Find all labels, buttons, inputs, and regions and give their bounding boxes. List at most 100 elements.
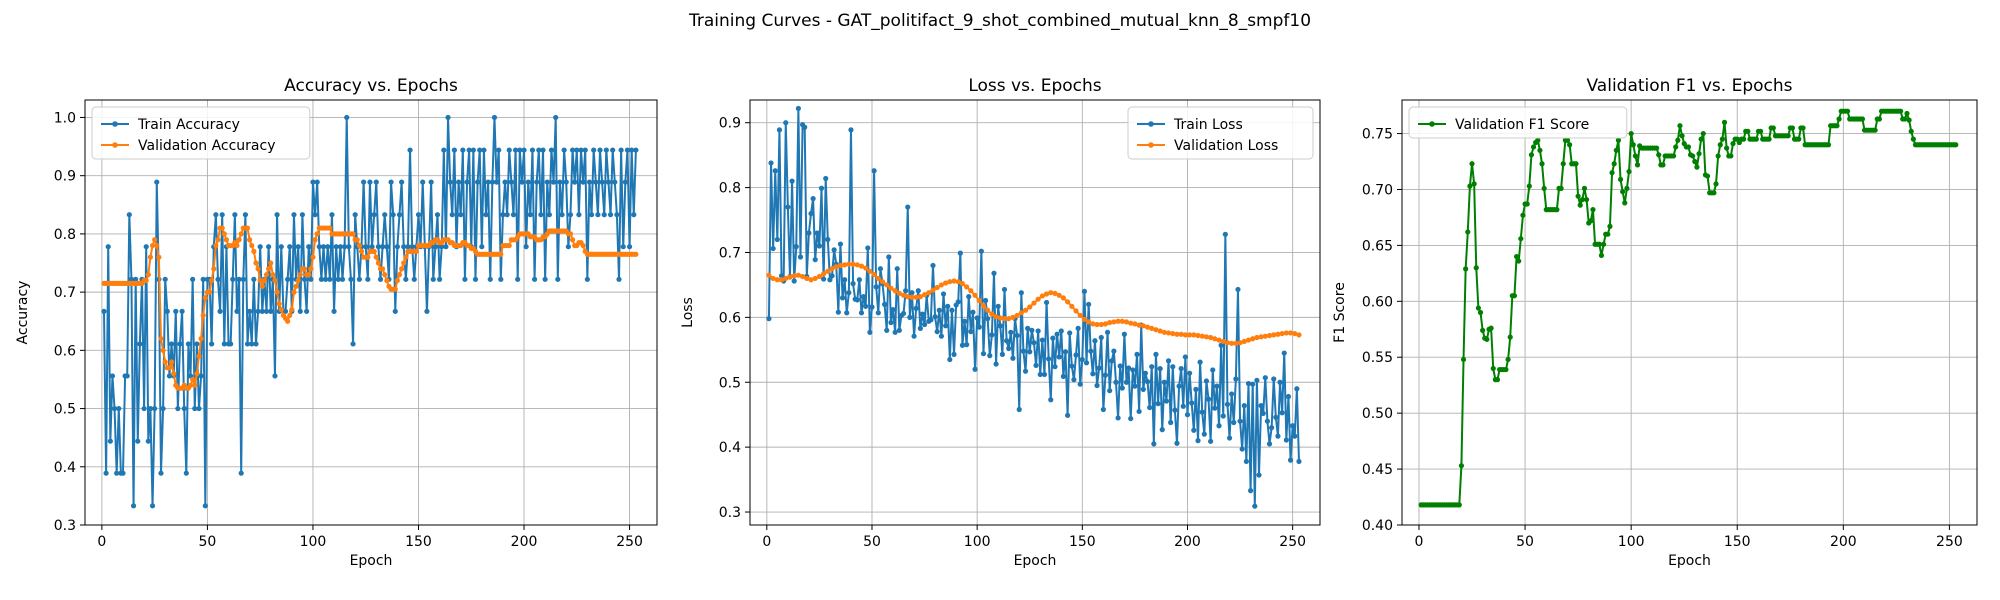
data-point <box>567 212 574 218</box>
data-point <box>304 308 310 314</box>
data-point <box>1035 296 1041 302</box>
data-point <box>1258 334 1264 340</box>
data-point <box>842 277 848 283</box>
data-point <box>289 306 295 313</box>
data-point <box>903 288 909 294</box>
data-point <box>206 289 213 295</box>
data-point <box>1615 137 1622 143</box>
data-point <box>523 244 529 250</box>
data-point <box>1241 338 1247 344</box>
data-point <box>437 276 443 282</box>
data-point <box>1016 406 1022 413</box>
data-point <box>1573 161 1579 167</box>
data-point <box>1480 327 1486 333</box>
data-point <box>209 277 215 284</box>
data-point <box>234 242 240 249</box>
data-point <box>1096 365 1102 371</box>
data-point <box>1243 458 1249 465</box>
data-point <box>1271 376 1277 382</box>
data-point <box>1505 356 1511 363</box>
data-point <box>1104 329 1111 335</box>
data-point <box>1031 300 1037 306</box>
data-point <box>1247 488 1254 494</box>
legend-entry-label: Validation Accuracy <box>138 138 276 154</box>
accuracy-chart: 0 50 100 150 200 250 0.3 0.4 0.5 0.6 0.7 0.8 0.9 1.0 A… <box>15 76 658 569</box>
data-point <box>356 276 362 282</box>
data-point <box>867 329 873 335</box>
data-point <box>867 268 873 274</box>
data-point <box>200 276 206 282</box>
data-point <box>1692 158 1698 165</box>
data-point <box>1022 307 1029 313</box>
data-point <box>160 347 166 353</box>
data-point <box>875 275 881 282</box>
data-point <box>276 301 282 307</box>
y-tick-label: 0.3 <box>54 518 76 534</box>
data-point <box>1254 377 1260 383</box>
data-point <box>202 503 208 509</box>
data-point <box>198 336 204 342</box>
data-point <box>358 248 365 254</box>
y-tick-label: 0.9 <box>719 116 741 132</box>
data-point <box>1898 108 1904 114</box>
data-point <box>474 179 481 185</box>
data-point <box>145 438 151 444</box>
x-tick-label: 0 <box>762 534 771 550</box>
data-point <box>266 266 272 272</box>
data-point <box>854 297 860 303</box>
data-point <box>325 244 331 250</box>
data-point <box>1730 141 1736 147</box>
data-point <box>976 324 982 330</box>
data-point <box>557 179 563 185</box>
data-point <box>477 147 483 153</box>
data-point <box>531 276 538 282</box>
data-point <box>1859 116 1866 122</box>
data-point <box>105 244 111 250</box>
data-point <box>1473 265 1479 271</box>
data-point <box>249 341 255 347</box>
data-point <box>285 318 291 324</box>
data-point <box>308 266 314 272</box>
data-point <box>1953 142 1959 148</box>
data-point <box>578 147 584 153</box>
data-point <box>772 168 778 174</box>
data-point <box>1170 330 1176 337</box>
data-point <box>1006 316 1012 322</box>
data-point <box>1092 338 1098 344</box>
x-tick-label: 100 <box>964 534 991 550</box>
data-point <box>563 179 569 185</box>
data-point <box>544 179 550 185</box>
data-point <box>787 274 793 280</box>
x-tick-label: 100 <box>300 534 327 550</box>
data-point <box>1233 376 1239 382</box>
data-point <box>1052 364 1058 370</box>
data-point <box>1275 331 1281 337</box>
data-point <box>1564 137 1571 143</box>
data-point <box>135 438 141 444</box>
data-point <box>1060 373 1066 380</box>
data-point <box>1719 136 1725 142</box>
data-point <box>858 263 865 269</box>
data-point <box>430 276 436 282</box>
data-point <box>521 147 527 153</box>
data-point <box>1673 144 1679 150</box>
data-point <box>1014 332 1020 339</box>
data-point <box>156 254 162 260</box>
data-point <box>1503 366 1509 373</box>
series-markers-1 <box>766 261 1302 346</box>
y-tick-label: 0.50 <box>1362 406 1393 422</box>
data-point <box>1174 331 1180 337</box>
x-tick-label: 200 <box>1174 534 1201 550</box>
data-point <box>1675 137 1681 143</box>
data-point <box>1494 377 1501 383</box>
data-point <box>1458 463 1465 469</box>
data-point <box>1700 130 1706 137</box>
data-point <box>1609 170 1615 176</box>
data-point <box>1277 379 1283 385</box>
data-point <box>1292 330 1298 337</box>
data-point <box>595 212 601 218</box>
data-point <box>1239 446 1245 452</box>
data-point <box>314 231 320 237</box>
data-point <box>565 244 571 250</box>
data-point <box>808 210 814 217</box>
